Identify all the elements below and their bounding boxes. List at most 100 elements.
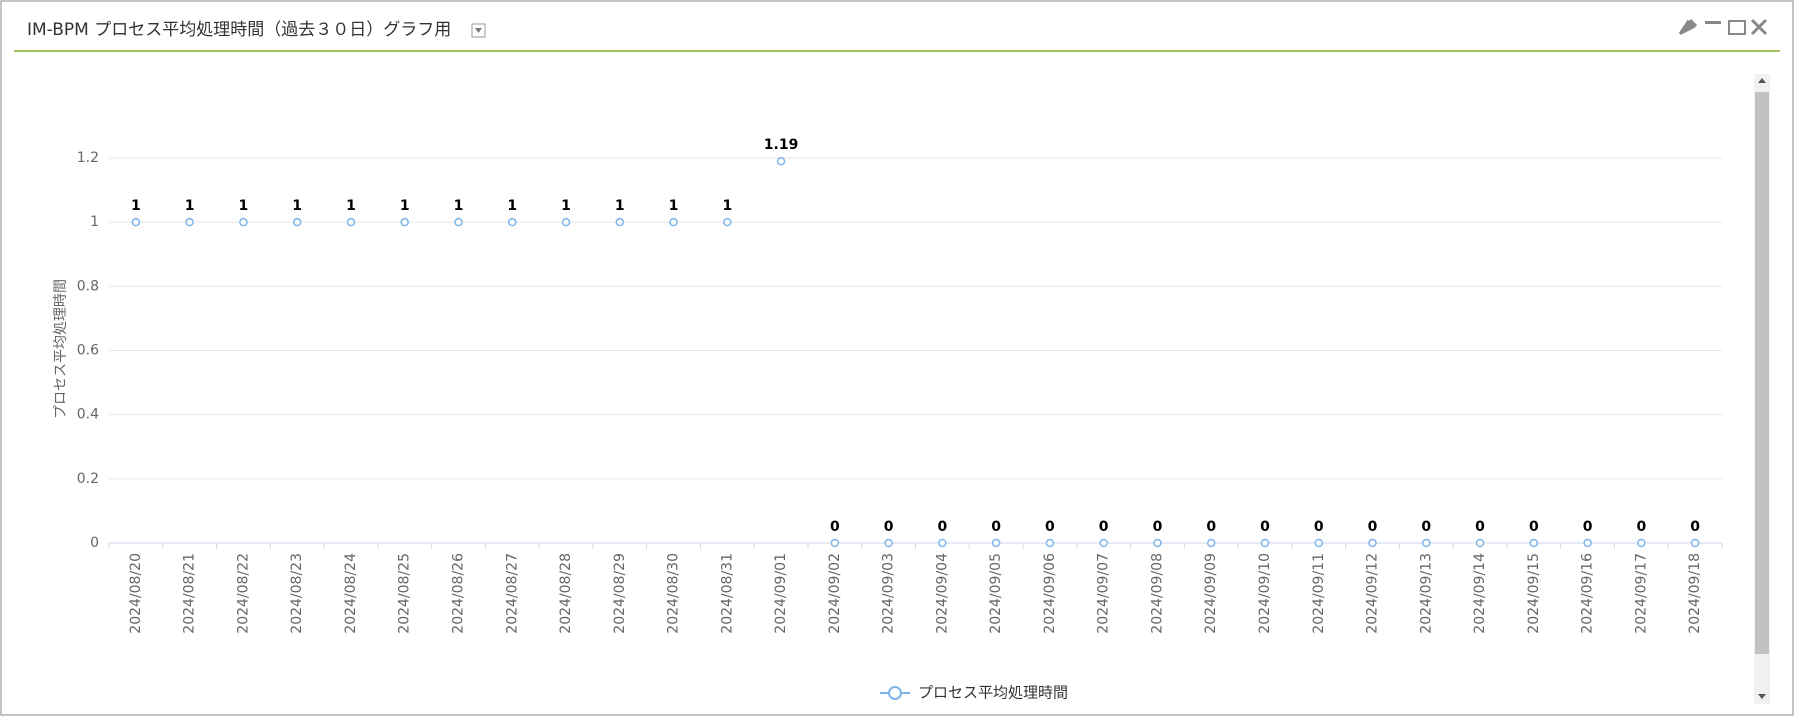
y-tick-label: 1: [90, 214, 99, 230]
data-point: [239, 217, 248, 227]
x-tick-label: 2024/09/16: [1580, 553, 1596, 634]
x-tick-label: 2024/09/15: [1526, 553, 1542, 634]
y-tick-label: 0: [90, 535, 99, 551]
x-tick-label: 2024/08/23: [289, 553, 305, 634]
dropdown-icon[interactable]: [471, 23, 486, 38]
data-label: 0: [1260, 519, 1270, 535]
x-tick-label: 2024/08/26: [450, 553, 466, 634]
x-tick-label: 2024/08/29: [612, 553, 628, 634]
data-point: [615, 217, 625, 227]
data-label: 0: [830, 519, 840, 535]
close-icon[interactable]: [1750, 18, 1768, 36]
data-point: [991, 538, 1001, 548]
y-tick-label: 0.2: [77, 471, 99, 487]
data-label: 1: [722, 198, 732, 214]
x-tick-label: 2024/09/09: [1203, 553, 1219, 634]
x-tick-label: 2024/08/24: [343, 553, 359, 634]
data-label: 1: [615, 198, 625, 214]
data-point: [1475, 538, 1485, 548]
y-axis-title: プロセス平均処理時間: [53, 279, 69, 419]
data-point: [508, 217, 517, 227]
x-tick-label: 2024/09/08: [1149, 553, 1165, 634]
scrollbar-thumb[interactable]: [1755, 92, 1769, 654]
y-tick-label: 0.4: [77, 407, 99, 423]
x-tick-label: 2024/09/02: [827, 553, 843, 634]
data-point: [292, 217, 302, 227]
data-label: 0: [884, 519, 894, 535]
data-label: 0: [1690, 519, 1700, 535]
data-point: [400, 217, 409, 227]
legend-label: プロセス平均処理時間: [918, 684, 1068, 702]
data-label: 1: [561, 198, 571, 214]
data-point: [830, 538, 840, 548]
data-point: [1529, 538, 1539, 548]
data-label: 0: [1529, 519, 1539, 535]
x-tick-label: 2024/09/10: [1257, 553, 1273, 634]
data-point: [884, 538, 893, 548]
x-tick-label: 2024/09/18: [1687, 553, 1703, 634]
data-label: 0: [991, 519, 1001, 535]
data-point: [1368, 538, 1377, 548]
chart-title: IM-BPM プロセス平均処理時間（過去３０日）グラフ用: [27, 20, 451, 40]
data-label: 1: [292, 198, 302, 214]
data-label: 0: [1421, 519, 1431, 535]
data-label: 1: [454, 198, 464, 214]
x-tick-label: 2024/09/03: [881, 553, 897, 634]
x-tick-label: 2024/08/27: [504, 553, 520, 634]
scroll-up[interactable]: [1758, 78, 1766, 83]
data-point: [776, 156, 786, 166]
x-tick-label: 2024/08/21: [182, 553, 198, 634]
data-label: 0: [1636, 519, 1646, 535]
data-point: [1045, 538, 1055, 548]
data-label: 1: [185, 198, 195, 214]
x-tick-label: 2024/09/13: [1418, 553, 1434, 634]
pin-icon[interactable]: [1678, 18, 1698, 36]
data-point: [346, 217, 356, 227]
data-label: 1.19: [764, 137, 799, 153]
y-tick-label: 1.2: [77, 150, 99, 166]
data-point: [131, 217, 141, 227]
x-tick-label: 2024/08/20: [128, 553, 144, 634]
data-label: 0: [1368, 519, 1378, 535]
y-tick-label: 0.8: [77, 278, 99, 294]
x-tick-label: 2024/09/12: [1365, 553, 1381, 634]
data-point: [454, 217, 463, 227]
data-point: [1637, 538, 1646, 548]
data-point: [185, 217, 194, 227]
data-point: [938, 538, 947, 548]
data-label: 1: [346, 198, 356, 214]
x-tick-label: 2024/08/22: [235, 553, 251, 634]
x-tick-label: 2024/08/31: [719, 553, 735, 634]
data-label: 1: [400, 198, 410, 214]
data-point: [1583, 538, 1592, 548]
minimize-icon[interactable]: [1705, 21, 1721, 24]
legend-marker: [888, 686, 902, 700]
x-tick-label: 2024/08/25: [397, 553, 413, 634]
y-tick-label: 0.6: [77, 343, 99, 359]
data-label: 1: [507, 198, 517, 214]
scroll-down[interactable]: [1758, 694, 1766, 699]
data-point: [1153, 538, 1162, 548]
x-tick-label: 2024/09/06: [1042, 553, 1058, 634]
x-tick-label: 2024/09/05: [988, 553, 1004, 634]
data-label: 1: [131, 198, 141, 214]
data-point: [1422, 538, 1431, 548]
x-tick-label: 2024/09/17: [1633, 553, 1649, 634]
x-tick-label: 2024/09/14: [1472, 553, 1488, 634]
x-tick-label: 2024/08/30: [666, 553, 682, 634]
data-point: [669, 217, 678, 227]
data-point: [1099, 538, 1108, 548]
maximize-icon[interactable]: [1728, 20, 1746, 35]
data-label: 0: [1045, 519, 1055, 535]
data-point: [1690, 538, 1700, 548]
data-label: 1: [239, 198, 249, 214]
x-tick-label: 2024/09/11: [1311, 553, 1327, 634]
data-label: 0: [1153, 519, 1163, 535]
x-tick-label: 2024/08/28: [558, 553, 574, 634]
x-tick-label: 2024/09/01: [773, 553, 789, 634]
data-label: 0: [1099, 519, 1109, 535]
data-label: 0: [1475, 519, 1485, 535]
